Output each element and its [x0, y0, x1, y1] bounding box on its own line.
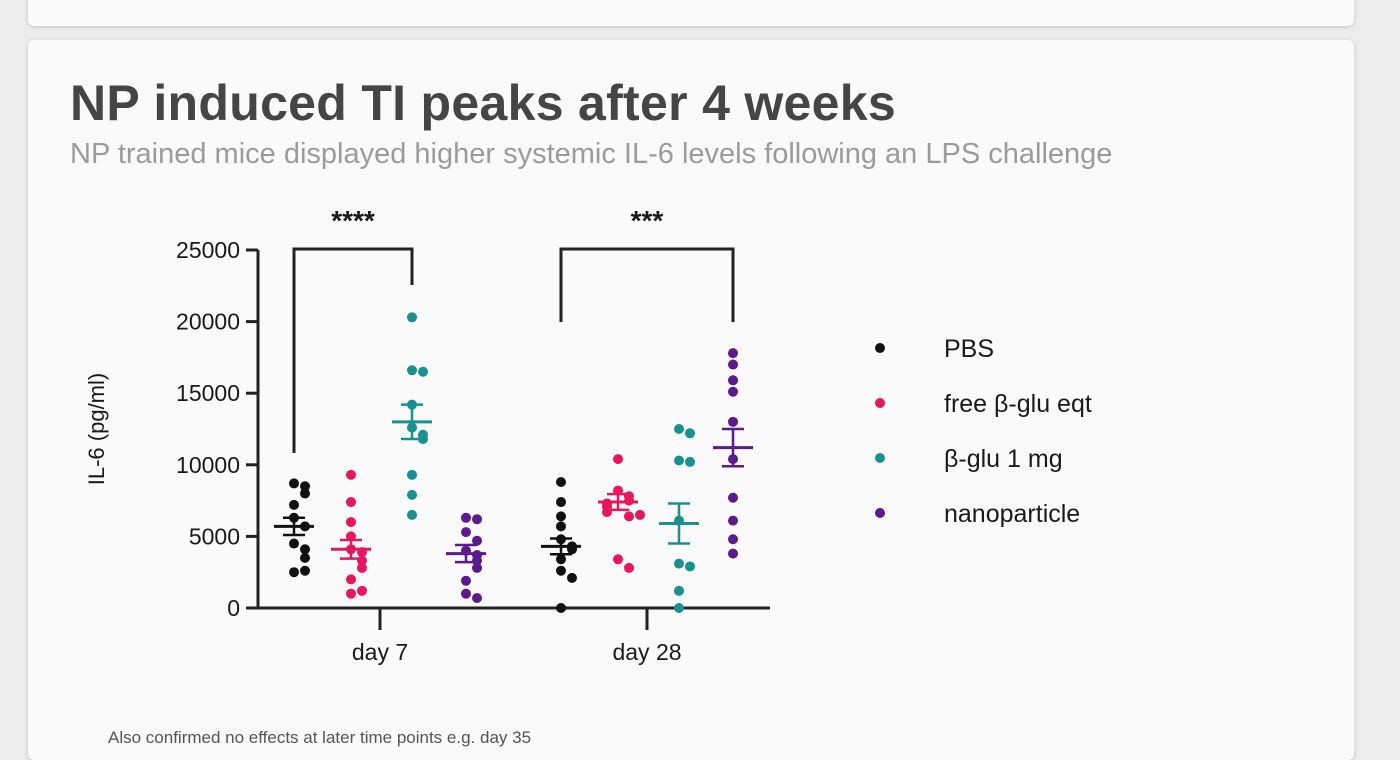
data-point	[624, 511, 634, 522]
data-point	[613, 554, 623, 565]
legend-label: free β-glu eqt	[944, 390, 1092, 418]
data-point	[461, 512, 471, 523]
legend-label: PBS	[944, 335, 994, 363]
data-point	[728, 534, 738, 545]
data-point	[346, 574, 356, 585]
x-tick-label: day 7	[352, 639, 408, 665]
data-point	[728, 359, 738, 370]
data-point	[556, 554, 566, 565]
legend-marker	[875, 453, 885, 463]
significance-label: ***	[631, 205, 664, 236]
y-axis-title: IL-6 (pg/ml)	[84, 373, 109, 485]
y-tick-label: 25000	[176, 237, 240, 263]
data-point	[407, 365, 417, 376]
significance-label: ****	[331, 205, 375, 236]
data-point	[602, 507, 612, 518]
data-point	[728, 548, 738, 559]
data-point	[472, 514, 482, 525]
data-point	[289, 567, 299, 578]
y-tick-label: 20000	[176, 309, 240, 335]
data-point	[556, 497, 566, 508]
data-point	[674, 603, 684, 613]
y-tick-label: 0	[227, 595, 240, 621]
data-point	[346, 588, 356, 599]
y-tick-label: 5000	[189, 523, 240, 549]
data-point	[567, 572, 577, 583]
legend-marker	[875, 398, 885, 408]
data-point	[300, 552, 310, 563]
data-point	[728, 515, 738, 526]
data-point	[635, 509, 645, 520]
slide-subtitle: NP trained mice displayed higher systemi…	[70, 138, 1113, 170]
data-point	[472, 592, 482, 603]
data-point	[674, 558, 684, 569]
data-point	[346, 517, 356, 528]
data-point	[613, 454, 623, 465]
data-point	[685, 456, 695, 467]
data-point	[674, 424, 684, 434]
data-point	[674, 585, 684, 596]
data-point	[728, 348, 738, 359]
data-point	[418, 366, 428, 377]
data-point	[472, 535, 482, 546]
data-point	[685, 561, 695, 572]
data-point	[461, 588, 471, 599]
data-point	[300, 565, 310, 576]
legend-marker	[875, 343, 885, 353]
il6-dot-plot: 0 5000 10000 15000 20000 25000 IL-6 (pg/ml) day…	[84, 205, 1092, 665]
data-point	[300, 481, 310, 492]
data-point	[289, 478, 299, 489]
previous-card	[28, 0, 1354, 26]
data-point	[685, 428, 695, 439]
data-point	[728, 386, 738, 397]
data-point	[556, 511, 566, 522]
data-point	[556, 565, 566, 576]
data-point	[674, 455, 684, 466]
data-point	[624, 562, 634, 573]
x-tick-label: day 28	[612, 639, 681, 665]
legend-marker	[875, 508, 885, 518]
data-point	[556, 603, 566, 613]
data-point	[728, 375, 738, 386]
significance-bracket	[559, 247, 735, 322]
legend-label: β-glu 1 mg	[944, 445, 1063, 473]
data-point	[300, 488, 310, 499]
data-point	[289, 499, 299, 510]
slide-card	[28, 40, 1354, 760]
data-point	[556, 476, 566, 487]
data-point	[357, 585, 367, 596]
data-point	[407, 489, 417, 500]
data-point	[300, 544, 310, 555]
data-point	[407, 469, 417, 480]
data-point	[346, 497, 356, 508]
y-tick-label: 15000	[176, 380, 240, 406]
data-point	[407, 312, 417, 323]
data-point	[556, 521, 566, 532]
data-point	[461, 575, 471, 586]
data-point	[472, 562, 482, 573]
legend-label: nanoparticle	[944, 500, 1080, 528]
data-point	[346, 469, 356, 480]
data-point	[357, 562, 367, 573]
significance-bracket	[292, 247, 414, 453]
data-point	[461, 527, 471, 538]
footnote: Also confirmed no effects at later time …	[108, 728, 532, 747]
y-tick-label: 10000	[176, 452, 240, 478]
data-point	[728, 416, 738, 427]
data-point	[728, 492, 738, 503]
data-point	[407, 509, 417, 520]
data-point	[289, 538, 299, 549]
slide-title: NP induced TI peaks after 4 weeks	[70, 75, 896, 131]
